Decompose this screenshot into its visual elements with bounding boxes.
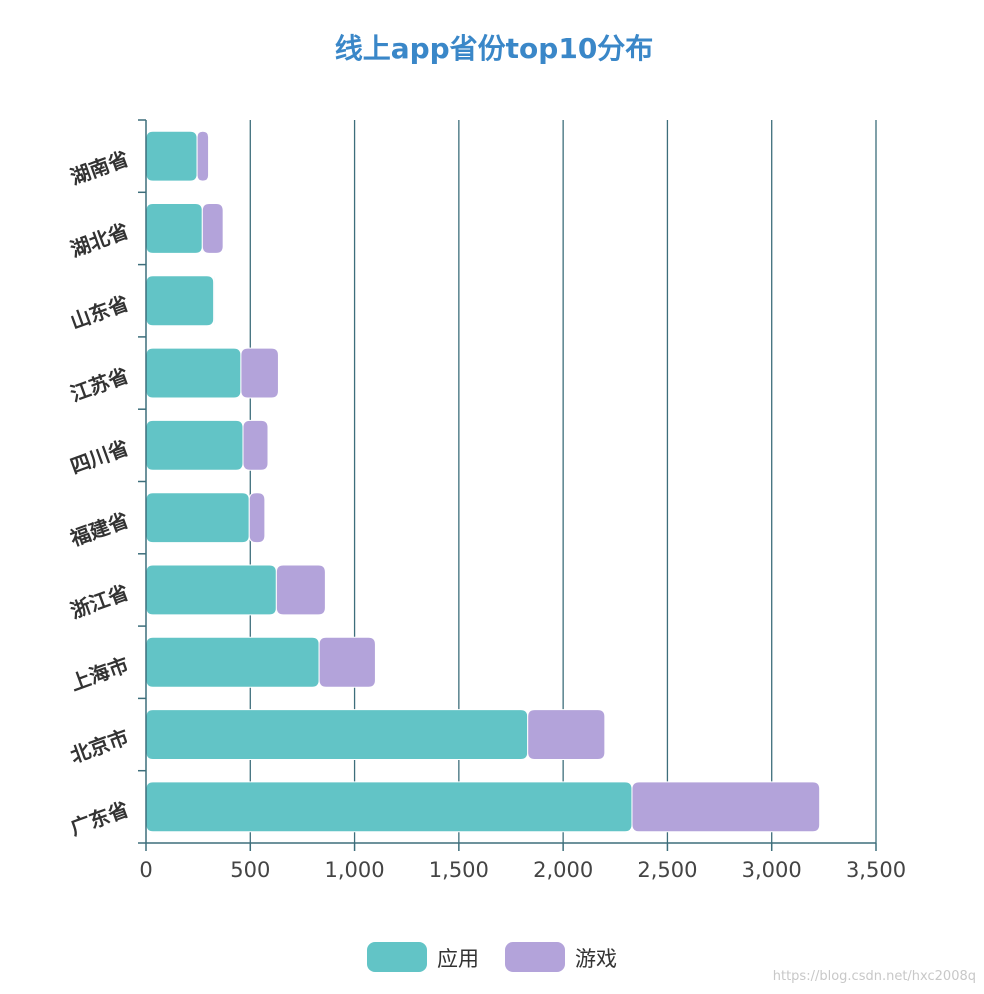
x-tick-label: 3,500	[846, 858, 906, 882]
x-tick-label: 1,500	[429, 858, 489, 882]
bar-game-7[interactable]	[240, 347, 279, 399]
bar-game-6[interactable]	[242, 419, 269, 471]
bar-app-6[interactable]	[145, 419, 244, 471]
category-label: 北京市	[67, 725, 132, 768]
bar-app-3[interactable]	[145, 636, 320, 688]
category-label: 浙江省	[67, 580, 132, 623]
bar-app-2[interactable]	[145, 709, 529, 760]
bar-app-4[interactable]	[145, 564, 277, 616]
legend-swatch-app[interactable]	[367, 942, 427, 972]
bar-app-8[interactable]	[145, 275, 215, 327]
category-label: 湖南省	[67, 146, 132, 189]
legend-swatch-game[interactable]	[505, 942, 565, 972]
x-tick-label: 500	[230, 858, 270, 882]
bar-game-8[interactable]	[213, 275, 216, 327]
chart-title: 线上app省份top10分布	[335, 32, 654, 65]
bar-game-9[interactable]	[201, 203, 224, 254]
grid-lines	[249, 120, 877, 843]
x-tick-label: 0	[139, 858, 152, 882]
bar-app-7[interactable]	[145, 347, 242, 399]
bar-game-3[interactable]	[318, 636, 376, 688]
legend-label-app[interactable]: 应用	[437, 947, 479, 971]
bar-app-9[interactable]	[145, 203, 203, 254]
legend-label-game[interactable]: 游戏	[575, 947, 617, 971]
category-label: 上海市	[67, 652, 132, 695]
legend[interactable]: 应用 游戏	[367, 942, 617, 972]
category-label: 山东省	[67, 291, 132, 334]
x-tick-label: 2,000	[533, 858, 593, 882]
bar-game-1[interactable]	[631, 781, 821, 833]
category-label: 四川省	[67, 435, 132, 478]
watermark: https://blog.csdn.net/hxc2008q	[773, 969, 976, 984]
bar-game-10[interactable]	[196, 130, 210, 182]
category-label: 江苏省	[67, 363, 132, 406]
bar-app-1[interactable]	[145, 781, 633, 833]
category-label: 福建省	[66, 508, 132, 551]
x-tick-label: 2,500	[637, 858, 697, 882]
x-tick-label: 1,000	[325, 858, 385, 882]
x-tick-label: 3,000	[742, 858, 802, 882]
bars	[145, 130, 821, 833]
bar-game-5[interactable]	[248, 492, 266, 544]
category-label: 湖北省	[67, 219, 132, 262]
bar-app-10[interactable]	[145, 130, 198, 182]
bar-game-4[interactable]	[275, 564, 326, 616]
bar-game-2[interactable]	[527, 709, 606, 760]
category-label: 广东省	[67, 797, 132, 840]
bar-app-5[interactable]	[145, 492, 250, 544]
